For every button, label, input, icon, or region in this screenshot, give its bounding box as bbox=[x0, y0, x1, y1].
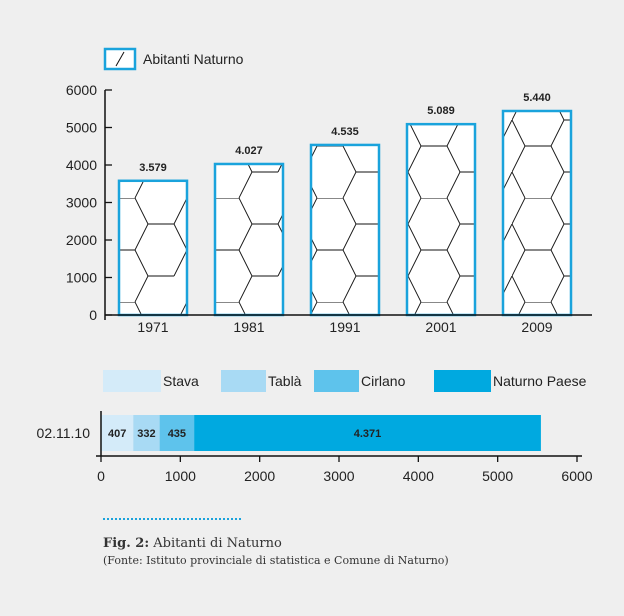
bar-chart: Abitanti Naturno 0 1000 2000 3000 4000 5000 60… bbox=[66, 47, 592, 335]
figure-caption: Fig. 2: Abitanti di Naturno (Fonte: Isti… bbox=[103, 535, 449, 569]
y-tick-label: 4000 bbox=[66, 157, 97, 173]
x-tick-label: 5000 bbox=[482, 468, 513, 484]
bar-value-label: 5.440 bbox=[523, 92, 551, 104]
x-tick-label: 3000 bbox=[323, 468, 354, 484]
stacked-bar-chart: Stava Tablà Cirlano Naturno Paese 407 332 435… bbox=[37, 370, 593, 484]
category-label: 02.11.10 bbox=[37, 425, 91, 441]
segment-value-label: 4.371 bbox=[354, 428, 382, 440]
x-tick-label: 1991 bbox=[329, 319, 360, 335]
x-tick-label: 2000 bbox=[244, 468, 275, 484]
bar-value-label: 5.089 bbox=[427, 105, 455, 117]
x-tick-label: 1971 bbox=[137, 319, 168, 335]
bar-value-label: 3.579 bbox=[139, 162, 167, 174]
x-tick-label: 2009 bbox=[521, 319, 552, 335]
x-tick-label: 0 bbox=[97, 468, 105, 484]
caption-source: (Fonte: Istituto provinciale di statisti… bbox=[103, 554, 449, 567]
caption-title: Abitanti di Naturno bbox=[153, 536, 282, 551]
x-tick-label: 6000 bbox=[561, 468, 592, 484]
y-tick-label: 0 bbox=[89, 307, 97, 323]
segment-value-label: 435 bbox=[168, 428, 186, 440]
x-tick-label: 1981 bbox=[233, 319, 264, 335]
legend-swatch-hatch bbox=[115, 51, 125, 67]
legend-swatch bbox=[103, 370, 161, 392]
bar-value-label: 4.027 bbox=[235, 145, 263, 157]
bar-value-label: 4.535 bbox=[331, 126, 359, 138]
legend-label: Tablà bbox=[268, 373, 302, 389]
bar-pattern bbox=[407, 124, 475, 315]
bar-pattern bbox=[311, 144, 379, 315]
legend-swatch bbox=[434, 370, 491, 392]
legend-swatch bbox=[314, 370, 359, 392]
y-tick-label: 1000 bbox=[66, 270, 97, 286]
caption-divider bbox=[103, 518, 241, 520]
legend-label: Naturno Paese bbox=[493, 373, 587, 389]
legend-label: Stava bbox=[163, 373, 199, 389]
chart-canvas: Abitanti Naturno 0 1000 2000 3000 4000 5000 60… bbox=[37, 47, 593, 484]
y-tick-label: 3000 bbox=[66, 195, 97, 211]
bar-pattern bbox=[503, 111, 571, 315]
x-tick-label: 1000 bbox=[165, 468, 196, 484]
y-tick-label: 2000 bbox=[66, 232, 97, 248]
stacked-segment bbox=[159, 415, 195, 451]
segment-value-label: 332 bbox=[137, 428, 155, 440]
x-tick-label: 2001 bbox=[425, 319, 456, 335]
stacked-segment bbox=[101, 415, 134, 451]
y-tick-label: 6000 bbox=[66, 82, 97, 98]
y-tick-label: 5000 bbox=[66, 120, 97, 136]
legend-label: Cirlano bbox=[361, 373, 406, 389]
segment-value-label: 407 bbox=[108, 428, 126, 440]
bar-legend: Abitanti Naturno bbox=[103, 47, 244, 71]
x-tick-label: 4000 bbox=[403, 468, 434, 484]
stacked-segment bbox=[133, 415, 160, 451]
bar-pattern bbox=[119, 180, 187, 315]
bar-pattern bbox=[215, 163, 283, 315]
stacked-segment bbox=[194, 415, 541, 451]
legend-label: Abitanti Naturno bbox=[143, 51, 244, 67]
legend-swatch bbox=[221, 370, 266, 392]
caption-label: Fig. 2: bbox=[103, 536, 150, 551]
